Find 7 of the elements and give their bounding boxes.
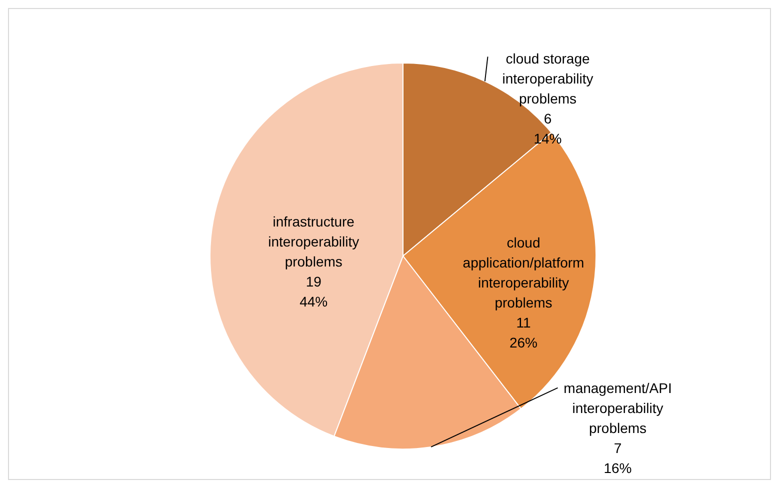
data-label: 19 44% [300, 274, 328, 310]
slice-label: cloud storage interoperability problems [502, 50, 594, 107]
slice-label: infrastructure interoperability problems [268, 214, 360, 270]
slice-label: cloud application/platform interoperability problems [462, 234, 584, 311]
data-label: 11 26% [510, 314, 538, 351]
data-label: 7 16% [604, 440, 632, 476]
slice-label: management/API interoperability problems [564, 380, 672, 436]
